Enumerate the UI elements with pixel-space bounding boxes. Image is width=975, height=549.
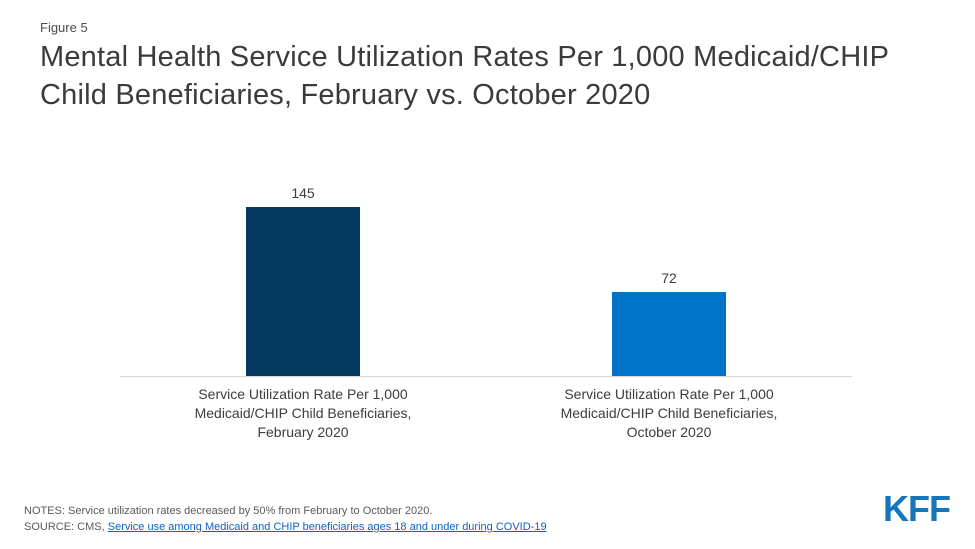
source-prefix: SOURCE: CMS,: [24, 521, 108, 533]
bar-value-label: 145: [291, 185, 315, 201]
category-label-october: Service Utilization Rate Per 1,000 Medic…: [560, 386, 778, 440]
page-title: Mental Health Service Utilization Rates …: [40, 41, 889, 111]
plot-area: 145 72: [120, 180, 852, 377]
bar-february: [246, 207, 360, 376]
bar-group-february: 145: [120, 180, 486, 376]
footer-notes: NOTES: Service utilization rates decreas…: [24, 503, 547, 535]
kff-logo[interactable]: KFF: [883, 488, 951, 529]
bar-october: [612, 292, 726, 376]
bar-value-label: 72: [661, 270, 677, 286]
category-label-february: Service Utilization Rate Per 1,000 Medic…: [194, 386, 412, 440]
category-labels: Service Utilization Rate Per 1,000 Medic…: [120, 377, 852, 442]
figure-label: Figure 5: [40, 20, 88, 35]
header: Figure 5 Mental Health Service Utilizati…: [0, 0, 975, 114]
bar-chart: 145 72 Service Utilization Rate Per 1,00…: [120, 180, 852, 442]
source-line: SOURCE: CMS, Service use among Medicaid …: [24, 519, 547, 535]
notes-line: NOTES: Service utilization rates decreas…: [24, 505, 433, 517]
bar-group-october: 72: [486, 180, 852, 376]
source-link[interactable]: Service use among Medicaid and CHIP bene…: [107, 521, 547, 533]
